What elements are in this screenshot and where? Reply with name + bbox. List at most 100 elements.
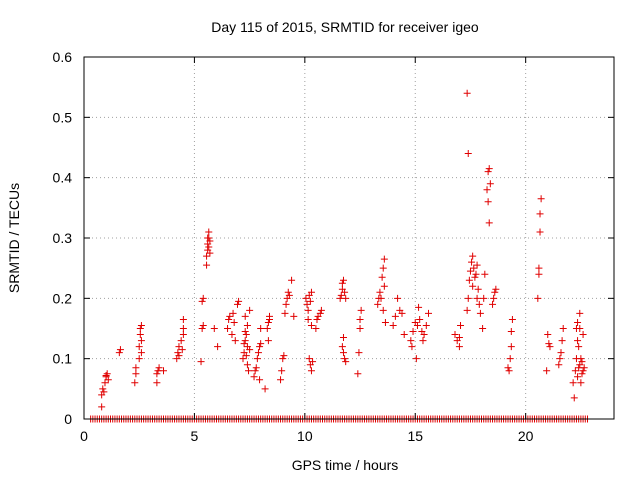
data-point: [99, 385, 107, 393]
data-point: [536, 210, 544, 218]
grid: [84, 57, 614, 419]
data-point: [338, 343, 346, 351]
data-point: [570, 394, 578, 402]
data-point: [492, 285, 500, 293]
data-point: [241, 337, 249, 345]
data-point: [317, 306, 325, 314]
data-point: [175, 352, 183, 360]
data-point: [241, 328, 249, 336]
data-point: [391, 312, 399, 320]
data-point: [278, 367, 286, 375]
data-point: [243, 321, 251, 329]
data-point: [243, 343, 251, 351]
data-point: [339, 276, 347, 284]
data-point: [457, 321, 465, 329]
data-point: [228, 331, 236, 339]
data-point: [250, 373, 258, 381]
data-point: [479, 325, 487, 332]
data-point: [463, 89, 471, 97]
data-point: [425, 309, 432, 317]
data-point: [230, 318, 238, 326]
data-point: [229, 309, 237, 317]
data-point: [153, 379, 161, 387]
data-point: [577, 379, 585, 387]
x-tick-label: 0: [80, 428, 88, 444]
data-point: [556, 355, 564, 363]
data-point: [309, 358, 317, 366]
data-point: [98, 403, 106, 411]
data-point: [574, 318, 582, 326]
data-point: [466, 267, 474, 275]
data-point: [241, 312, 249, 320]
y-tick-label: 0.5: [53, 109, 73, 125]
data-points: [87, 89, 591, 423]
data-point: [203, 252, 211, 260]
data-point: [132, 370, 140, 378]
data-point: [256, 343, 264, 351]
x-tick-label: 5: [191, 428, 199, 444]
data-point: [137, 321, 145, 329]
data-point: [578, 370, 586, 378]
data-point: [279, 355, 287, 363]
y-tick-label: 0.4: [53, 170, 73, 186]
data-point: [451, 331, 459, 339]
data-point: [374, 300, 382, 308]
data-point: [224, 325, 232, 332]
data-point: [233, 300, 241, 308]
data-point: [261, 385, 269, 393]
data-point: [341, 355, 349, 363]
data-point: [355, 349, 363, 357]
data-point: [380, 282, 388, 290]
data-point: [507, 343, 515, 351]
data-point: [305, 355, 313, 363]
data-point: [577, 355, 585, 363]
data-point: [280, 352, 288, 360]
data-point: [243, 361, 251, 369]
data-point: [132, 364, 140, 372]
data-point: [304, 306, 312, 314]
data-point: [307, 321, 315, 329]
data-point: [116, 346, 124, 354]
data-point: [408, 343, 416, 351]
data-point: [536, 228, 544, 236]
x-tick-label: 15: [407, 428, 423, 444]
data-point: [455, 334, 463, 342]
data-point: [558, 337, 566, 345]
data-point: [100, 388, 108, 396]
data-point: [137, 337, 145, 345]
data-point: [376, 288, 384, 296]
data-point: [537, 195, 545, 203]
data-point: [242, 331, 250, 339]
data-point: [104, 376, 112, 384]
data-point: [473, 261, 481, 269]
data-point: [569, 379, 577, 387]
data-point: [306, 297, 314, 305]
data-point: [412, 355, 420, 363]
data-point: [339, 334, 347, 342]
data-point: [543, 367, 551, 375]
data-point: [555, 361, 563, 369]
data-point: [574, 373, 582, 381]
data-point: [378, 273, 386, 281]
data-point: [103, 370, 111, 378]
data-point: [137, 349, 145, 357]
data-point: [504, 364, 512, 372]
data-point: [277, 376, 285, 384]
data-point: [464, 150, 472, 158]
data-point: [312, 325, 320, 332]
data-point: [282, 300, 290, 308]
data-point: [507, 328, 515, 336]
data-point: [136, 331, 144, 339]
data-point: [160, 367, 167, 375]
data-point: [559, 325, 567, 332]
data-point: [398, 309, 406, 317]
data-point: [535, 270, 543, 278]
data-point: [214, 343, 222, 351]
data-point: [476, 309, 484, 317]
data-point: [246, 306, 254, 314]
y-tick-label: 0.6: [53, 49, 73, 65]
data-point: [342, 294, 350, 302]
data-point: [545, 340, 553, 348]
data-point: [416, 315, 424, 323]
data-point: [578, 358, 586, 366]
